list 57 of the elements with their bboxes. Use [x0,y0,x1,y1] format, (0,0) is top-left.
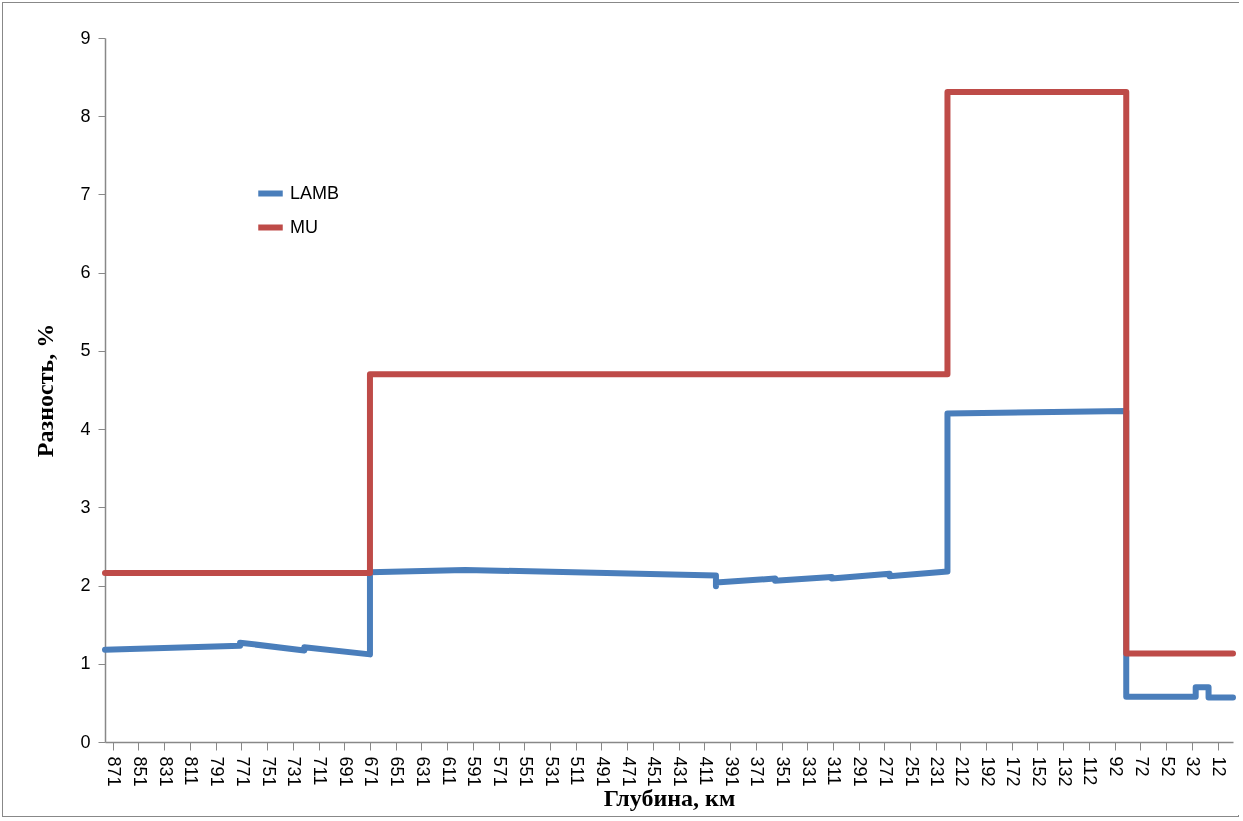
x-tick-label: 471 [618,756,639,787]
x-tick-label: 571 [490,756,511,787]
x-tick-label: 531 [541,756,562,787]
x-tick-label: 92 [1106,756,1127,777]
x-tick-label: 152 [1029,756,1049,787]
y-tick-label: 3 [80,496,91,517]
x-tick-label: 212 [951,756,972,787]
x-tick-label: 291 [850,756,871,787]
x-tick-label: 511 [567,756,588,786]
x-tick-label: 711 [310,756,331,786]
x-tick-label: 132 [1054,756,1075,787]
y-tick-label: 7 [80,183,91,204]
x-tick-label: 751 [258,756,279,787]
x-tick-label: 871 [104,756,125,787]
x-tick-label: 431 [670,756,691,787]
y-tick-label: 0 [80,731,91,752]
x-tick-label: 671 [361,756,382,787]
x-tick-label: 371 [747,756,768,787]
y-tick-label: 6 [80,262,91,283]
x-tick-label: 32 [1183,756,1204,777]
x-tick-label: 231 [927,756,948,787]
x-tick-label: 12 [1209,756,1230,777]
x-tick-label: 791 [207,756,228,787]
x-tick-label: 351 [773,756,794,787]
y-tick-label: 1 [80,653,91,674]
x-tick-label: 651 [387,756,408,787]
x-tick-label: 591 [464,756,485,787]
x-tick-label: 112 [1080,756,1101,786]
x-tick-label: 491 [592,756,613,787]
x-tick-label: 831 [155,756,176,787]
x-tick-label: 72 [1131,756,1152,777]
x-tick-label: 172 [1003,756,1024,787]
x-tick-label: 391 [721,756,742,787]
x-tick-label: 771 [232,756,253,787]
x-tick-label: 251 [901,756,922,787]
x-tick-label: 691 [335,756,356,787]
x-tick-label: 271 [875,756,896,787]
y-tick-label: 5 [80,340,91,361]
y-tick-label: 9 [80,27,91,48]
y-axis-title: Разность, % [32,323,59,458]
x-tick-label: 731 [284,756,305,787]
y-tick-label: 8 [80,105,91,126]
x-tick-label: 331 [798,756,819,787]
legend-label: MU [290,216,318,237]
x-tick-label: 811 [181,756,202,786]
x-tick-label: 192 [977,756,998,787]
y-tick-label: 4 [80,418,91,439]
x-tick-label: 611 [438,756,459,786]
legend-label: LAMB [290,182,340,203]
x-tick-label: 851 [129,756,150,787]
x-tick-label: 451 [644,756,665,787]
x-tick-label: 551 [515,756,536,787]
x-tick-label: 631 [412,756,433,787]
y-tick-label: 2 [80,575,91,596]
x-tick-label: 52 [1157,756,1178,777]
x-tick-label: 411 [695,756,716,786]
x-tick-label: 311 [824,756,845,786]
